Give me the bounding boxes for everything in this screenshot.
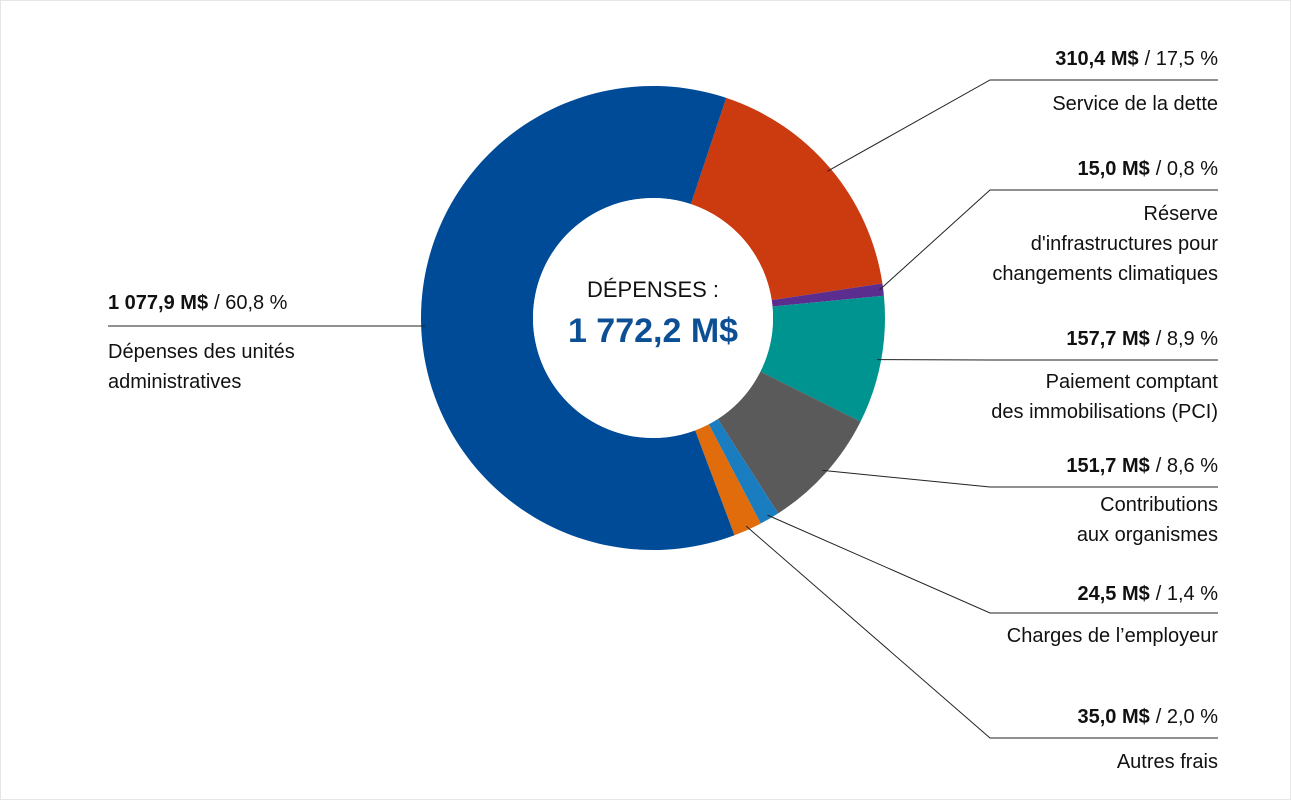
slice-label: 157,7 M$ / 8,9 % [1066,328,1218,350]
percent-label: / 17,5 % [1145,48,1219,70]
category-label: Contributions aux organismes [1076,494,1218,546]
center-label: DÉPENSES : [587,277,719,302]
slice-label: 1 077,9 M$ / 60,8 % [108,292,288,314]
category-label: Autres frais [1116,751,1218,773]
leader-line [745,525,1218,739]
leader-line [878,189,1218,291]
category-label: Réserve d'infrastructures pour changemen… [992,203,1218,285]
slice-label: 15,0 M$ / 0,8 % [1077,158,1218,180]
value-label: 151,7 M$ [1066,455,1149,477]
percent-label: / 8,6 % [1156,455,1218,477]
category-label: Service de la dette [1052,93,1218,115]
category-label: Charges de l’employeur [1006,625,1218,647]
percent-label: / 0,8 % [1156,158,1218,180]
slice [771,283,884,307]
slice-label: 151,7 M$ / 8,6 % [1066,455,1218,477]
value-label: 24,5 M$ [1077,583,1149,605]
category-label: Paiement comptant des immobilisations (P… [991,371,1218,423]
value-label: 157,7 M$ [1066,328,1149,350]
slice [760,295,885,422]
percent-label: / 2,0 % [1156,706,1218,728]
value-label: 35,0 M$ [1077,706,1149,728]
slice-label: 310,4 M$ / 17,5 % [1055,48,1218,70]
slice-label: 35,0 M$ / 2,0 % [1077,706,1218,728]
value-label: 310,4 M$ [1055,48,1138,70]
slice [717,371,861,514]
leader-line [767,514,1218,614]
slice [708,419,779,524]
value-label: 15,0 M$ [1077,158,1149,180]
slice [695,424,761,536]
percent-label: / 60,8 % [214,292,288,314]
donut-hole [533,198,773,438]
category-label: Dépenses des unités administratives [108,341,295,393]
slices [421,86,885,550]
slice [690,97,883,301]
total: 1 772,2 M$ [568,312,738,350]
slice-label: 24,5 M$ / 1,4 % [1077,583,1218,605]
leader-line [827,79,1218,172]
leader-line [822,469,1218,488]
value-label: 1 077,9 M$ [108,292,208,314]
percent-label: / 1,4 % [1156,583,1218,605]
slice [421,86,735,550]
percent-label: / 8,9 % [1156,328,1218,350]
